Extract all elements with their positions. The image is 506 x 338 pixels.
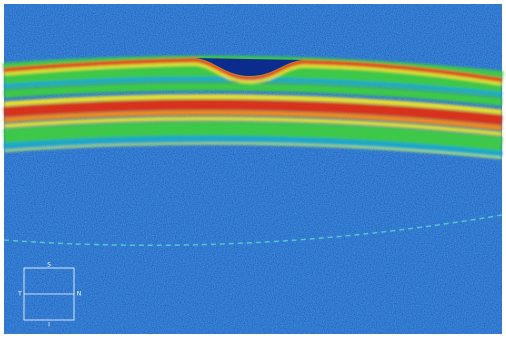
label-top: S	[47, 262, 51, 269]
label-left: T	[17, 291, 22, 298]
oct-scan: S T N I	[0, 0, 506, 338]
speckle	[4, 4, 502, 334]
label-right: N	[77, 291, 82, 298]
page: S T N I (() => { const data = JSON.parse…	[0, 0, 506, 338]
label-bottom: I	[48, 322, 50, 329]
